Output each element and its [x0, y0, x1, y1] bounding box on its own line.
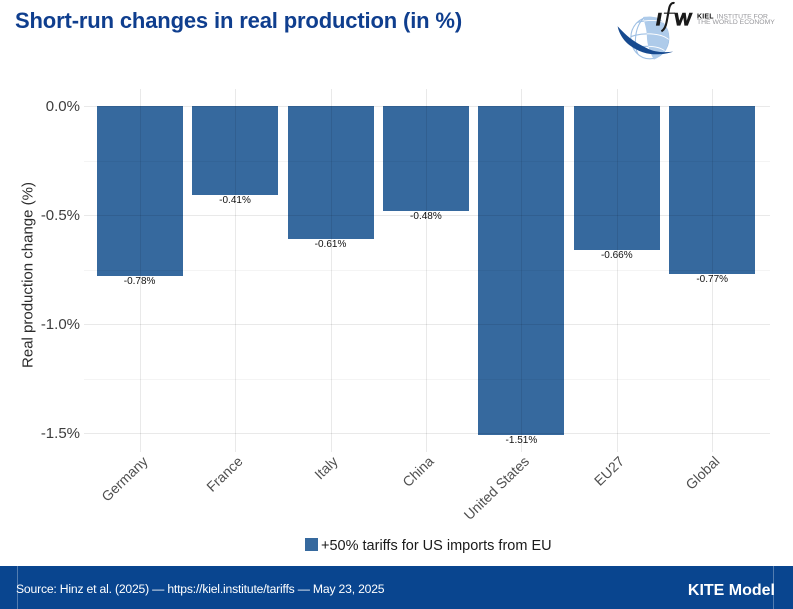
svg-text:THE WORLD ECONOMY: THE WORLD ECONOMY — [697, 19, 775, 26]
svg-text:KIEL: KIEL — [697, 13, 714, 20]
svg-text:INSTITUTE FOR: INSTITUTE FOR — [717, 13, 768, 20]
